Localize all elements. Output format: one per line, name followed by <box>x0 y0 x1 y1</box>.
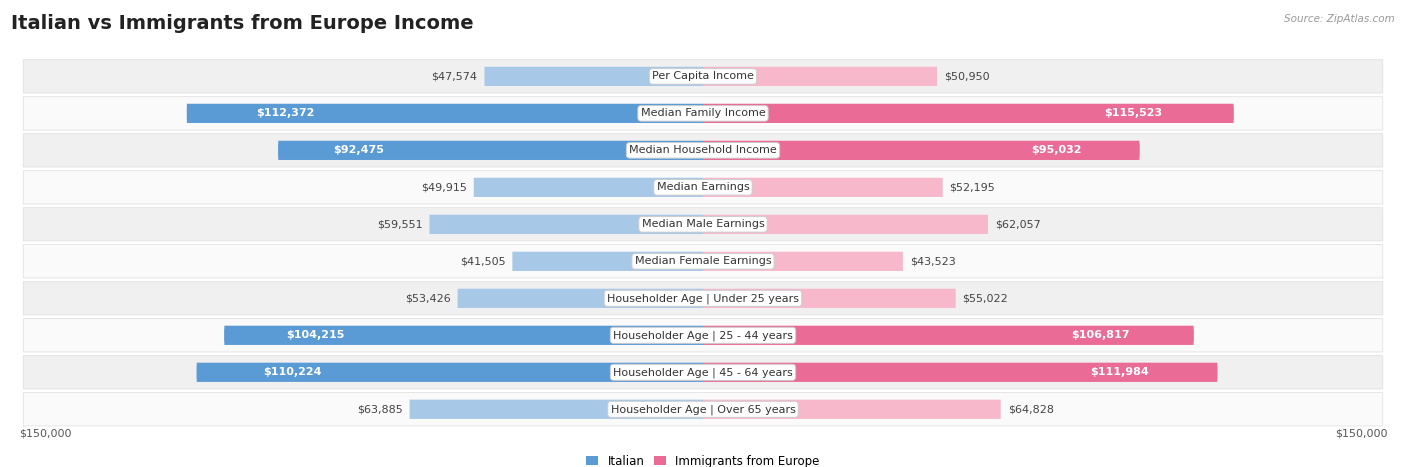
FancyBboxPatch shape <box>474 178 703 197</box>
Text: Italian vs Immigrants from Europe Income: Italian vs Immigrants from Europe Income <box>11 14 474 33</box>
Text: Householder Age | 25 - 44 years: Householder Age | 25 - 44 years <box>613 330 793 340</box>
FancyBboxPatch shape <box>24 318 1382 352</box>
Text: $95,032: $95,032 <box>1031 145 1081 156</box>
Text: $53,426: $53,426 <box>405 293 451 304</box>
FancyBboxPatch shape <box>24 245 1382 278</box>
FancyBboxPatch shape <box>409 400 703 419</box>
FancyBboxPatch shape <box>24 356 1382 389</box>
FancyBboxPatch shape <box>485 67 703 86</box>
FancyBboxPatch shape <box>24 97 1382 130</box>
FancyBboxPatch shape <box>703 252 903 271</box>
FancyBboxPatch shape <box>703 178 943 197</box>
Text: $150,000: $150,000 <box>18 429 72 439</box>
FancyBboxPatch shape <box>703 325 1194 345</box>
FancyBboxPatch shape <box>24 282 1382 315</box>
Text: Median Male Earnings: Median Male Earnings <box>641 219 765 229</box>
FancyBboxPatch shape <box>24 208 1382 241</box>
Text: $63,885: $63,885 <box>357 404 402 414</box>
FancyBboxPatch shape <box>1032 107 1233 120</box>
Text: Householder Age | Under 25 years: Householder Age | Under 25 years <box>607 293 799 304</box>
FancyBboxPatch shape <box>457 289 703 308</box>
FancyBboxPatch shape <box>703 141 1139 160</box>
FancyBboxPatch shape <box>703 363 1218 382</box>
FancyBboxPatch shape <box>703 400 1001 419</box>
Text: $64,828: $64,828 <box>1008 404 1053 414</box>
FancyBboxPatch shape <box>703 104 1233 123</box>
Text: $110,224: $110,224 <box>264 368 322 377</box>
FancyBboxPatch shape <box>187 107 382 120</box>
FancyBboxPatch shape <box>24 134 1382 167</box>
FancyBboxPatch shape <box>429 215 703 234</box>
Text: Median Household Income: Median Household Income <box>628 145 778 156</box>
Text: $52,195: $52,195 <box>949 182 995 192</box>
FancyBboxPatch shape <box>278 144 440 157</box>
FancyBboxPatch shape <box>512 252 703 271</box>
FancyBboxPatch shape <box>197 366 389 379</box>
Text: $59,551: $59,551 <box>377 219 423 229</box>
Text: $43,523: $43,523 <box>910 256 956 266</box>
FancyBboxPatch shape <box>225 329 406 342</box>
FancyBboxPatch shape <box>24 393 1382 426</box>
FancyBboxPatch shape <box>197 363 703 382</box>
Text: $49,915: $49,915 <box>420 182 467 192</box>
FancyBboxPatch shape <box>1022 366 1218 379</box>
Text: Median Earnings: Median Earnings <box>657 182 749 192</box>
Text: $111,984: $111,984 <box>1090 368 1149 377</box>
Text: Median Family Income: Median Family Income <box>641 108 765 118</box>
FancyBboxPatch shape <box>703 67 936 86</box>
Text: $115,523: $115,523 <box>1104 108 1161 118</box>
FancyBboxPatch shape <box>703 289 956 308</box>
Text: Median Female Earnings: Median Female Earnings <box>634 256 772 266</box>
Text: $50,950: $50,950 <box>943 71 990 81</box>
FancyBboxPatch shape <box>24 171 1382 204</box>
FancyBboxPatch shape <box>278 141 703 160</box>
Text: $106,817: $106,817 <box>1071 330 1129 340</box>
Text: $112,372: $112,372 <box>256 108 314 118</box>
FancyBboxPatch shape <box>973 144 1139 157</box>
FancyBboxPatch shape <box>225 325 703 345</box>
FancyBboxPatch shape <box>187 104 703 123</box>
Text: $150,000: $150,000 <box>1334 429 1388 439</box>
Text: Source: ZipAtlas.com: Source: ZipAtlas.com <box>1284 14 1395 24</box>
Text: Per Capita Income: Per Capita Income <box>652 71 754 81</box>
FancyBboxPatch shape <box>703 215 988 234</box>
Text: $104,215: $104,215 <box>285 330 344 340</box>
Text: $92,475: $92,475 <box>333 145 384 156</box>
Text: Householder Age | Over 65 years: Householder Age | Over 65 years <box>610 404 796 415</box>
Text: Householder Age | 45 - 64 years: Householder Age | 45 - 64 years <box>613 367 793 377</box>
FancyBboxPatch shape <box>1007 329 1194 342</box>
Text: $62,057: $62,057 <box>995 219 1040 229</box>
FancyBboxPatch shape <box>24 60 1382 93</box>
Text: $41,505: $41,505 <box>460 256 506 266</box>
Text: $47,574: $47,574 <box>432 71 478 81</box>
Legend: Italian, Immigrants from Europe: Italian, Immigrants from Europe <box>582 450 824 467</box>
Text: $55,022: $55,022 <box>963 293 1008 304</box>
